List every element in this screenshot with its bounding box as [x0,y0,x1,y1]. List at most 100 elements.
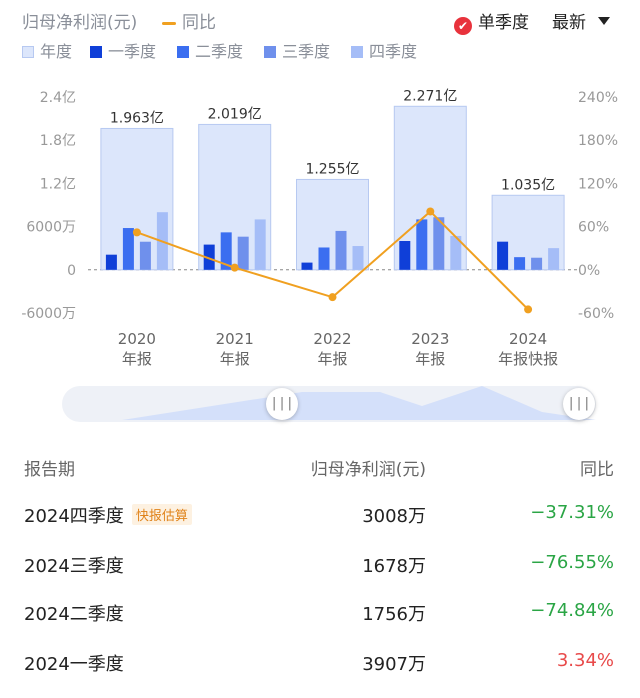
table-row[interactable]: 2024四季度 快报估算 3008万 −37.31% [0,502,640,550]
y-right-tick-label: 120% [578,176,618,192]
annual-value-label: 2.019亿 [208,106,262,122]
legend-swatch-q1 [90,46,102,58]
slider-preview-area [122,386,596,420]
x-tick-label: 年报 [317,350,347,368]
yoy-point [328,293,337,302]
slider-preview [122,386,596,420]
quarter-bar-2 [122,228,134,270]
legend-swatch-annual [22,46,34,58]
row-period-text: 2024四季度 [24,506,124,527]
quarter-bar-4 [450,235,462,270]
quarter-bar-1 [399,241,411,270]
row-yoy: 3.34% [556,650,614,671]
row-period: 2024四季度 快报估算 [24,502,192,528]
quarter-bar-3 [335,230,347,270]
y-right-tick-label: 0% [578,263,600,279]
table-header-period: 报告期 [24,460,75,480]
table-row[interactable]: 2024一季度 3907万 3.34% [0,650,640,698]
x-tick-label: 2020 [118,330,156,348]
x-tick-label: 年报快报 [498,350,558,368]
slider-right-handle[interactable]: ||| [563,388,595,420]
quarter-bar-2 [416,219,428,270]
profit-chart: 2.4亿 1.8亿 1.2亿 6000万 0 -6000万 240% 180% 120% 60% 0… [21,88,618,368]
legend-label-annual: 年度 [40,42,73,61]
table-row[interactable]: 2024二季度 1756万 −74.84% [0,600,640,648]
y-right-tick-label: 180% [578,133,618,149]
annual-value-label: 1.035亿 [501,177,555,193]
y-left-tick-label: 1.2亿 [40,176,76,192]
legend-label-q1: 一季度 [108,42,157,61]
quarter-bar-4 [548,248,560,270]
row-period: 2024一季度 [24,654,124,675]
quarter-bar-4 [254,219,266,270]
latest-label: 最新 [552,13,586,33]
row-profit: 3008万 [362,506,426,527]
y-right-tick-label: 60% [578,220,609,236]
slider-left-handle[interactable]: ||| [266,388,298,420]
y-left-tick-label: 0 [67,263,76,279]
legend-item-q3[interactable]: 三季度 [264,38,330,62]
yoy-point [132,228,141,237]
latest-dropdown[interactable]: 最新 [552,8,610,33]
legend-label-q4: 四季度 [369,42,418,61]
row-yoy: −37.31% [530,502,614,523]
row-yoy: −74.84% [530,600,614,621]
table-row[interactable]: 2024三季度 1678万 −76.55% [0,552,640,600]
check-icon: ✔ [454,17,472,35]
chart-header: 归母净利润(元) 同比 ✔ 单季度 最新 [0,0,640,36]
legend-label-q2: 二季度 [195,42,244,61]
y-right-tick-label: -60% [578,306,614,322]
row-period: 2024三季度 [24,556,124,577]
row-yoy: −76.55% [530,552,614,573]
legend-item-q2[interactable]: 二季度 [177,38,243,62]
table-header-profit: 归母净利润(元) [310,460,426,480]
y-left-tick-label: 1.8亿 [40,133,76,149]
quarter-bar-1 [497,241,509,270]
legend-swatch-q2 [177,46,189,58]
quarter-bar-3 [531,257,543,270]
y-left-tick-label: -6000万 [21,306,76,322]
row-profit: 1678万 [362,556,426,577]
yoy-legend: 同比 [162,8,216,33]
quarter-bar-4 [352,246,364,270]
quarter-bar-3 [139,241,151,270]
legend-swatch-q4 [351,46,363,58]
annual-value-label: 2.271亿 [403,88,457,104]
row-profit: 3907万 [362,654,426,675]
x-tick-label: 2021 [216,330,254,348]
quarter-bar-1 [301,262,313,270]
quarter-bar-2 [514,257,526,270]
annual-value-label: 1.963亿 [110,110,164,126]
quarter-bar-2 [318,247,330,270]
x-tick-label: 年报 [220,350,250,368]
row-profit: 1756万 [362,604,426,625]
x-tick-label: 年报 [122,350,152,368]
x-tick-label: 2022 [313,330,351,348]
x-tick-label: 年报 [415,350,445,368]
yoy-point [230,263,239,272]
legend-item-q1[interactable]: 一季度 [90,38,156,62]
x-tick-label: 2023 [411,330,449,348]
y-right-tick-label: 240% [578,90,618,106]
x-tick-label: 2024 [509,330,547,348]
range-slider-track[interactable] [62,386,596,422]
quarter-bar-2 [220,232,232,270]
single-quarter-toggle[interactable]: ✔ 单季度 [454,8,529,35]
legend-label-q3: 三季度 [282,42,331,61]
y-left-tick-label: 2.4亿 [40,90,76,106]
annual-value-label: 1.255亿 [305,161,359,177]
yoy-point [426,207,435,216]
y-left-tick-label: 6000万 [26,220,76,236]
quarter-bar-3 [433,217,445,270]
row-period: 2024二季度 [24,604,124,625]
legend-item-q4[interactable]: 四季度 [351,38,417,62]
quarter-bar-1 [203,244,215,270]
quarter-bar-1 [105,254,117,270]
single-quarter-label: 单季度 [478,13,529,33]
estimate-badge: 快报估算 [131,504,192,525]
legend-item-annual[interactable]: 年度 [22,38,72,62]
chart-title: 归母净利润(元) [22,13,138,33]
yoy-point [524,305,533,314]
table-header-yoy: 同比 [580,460,614,480]
yoy-line-swatch [162,21,176,25]
